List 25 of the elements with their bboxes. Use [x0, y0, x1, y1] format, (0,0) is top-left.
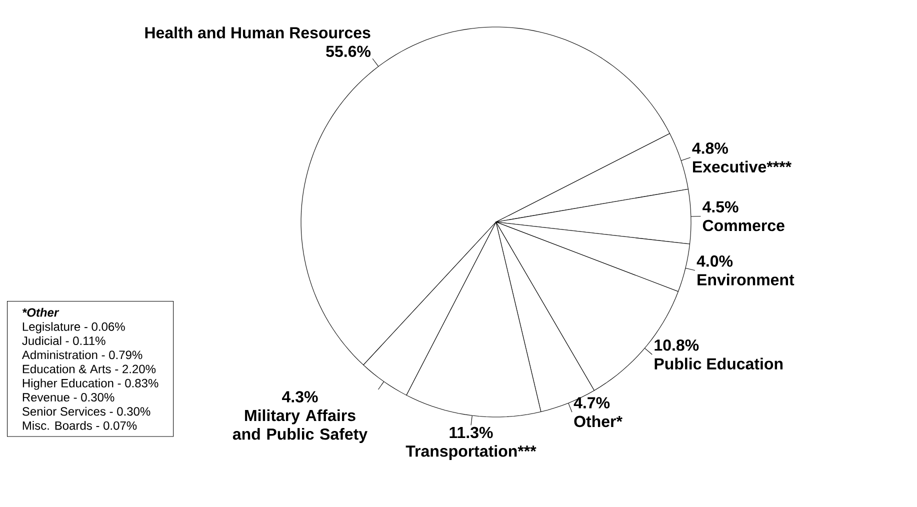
- text: Judicial - 0.11%: [22, 336, 106, 346]
- text: Misc. Boards - 0.07%: [22, 421, 137, 430]
- data-label: 4.8%: [692, 142, 728, 154]
- data-label: 4.3%: [282, 391, 318, 402]
- slice-label: Public Education: [654, 358, 783, 370]
- slice-label: Health and Human Resources: [145, 26, 370, 38]
- slice-label: Transportation***: [406, 445, 536, 460]
- text: Senior Services - 0.30%: [22, 406, 150, 416]
- slice-label: Executive****: [693, 160, 792, 172]
- text: Education & Arts - 2.20%: [22, 364, 156, 374]
- slice-label: Environment: [698, 274, 794, 286]
- slice-label: Military Affairs and Public Safety: [232, 409, 368, 443]
- data-label: 4.0%: [696, 255, 733, 267]
- slice-label: Commerce: [702, 220, 784, 232]
- text: Legislature - 0.06%: [22, 322, 125, 334]
- data-label: 4.5%: [702, 201, 738, 213]
- data-label: 4.7%: [574, 397, 610, 408]
- text: *Other: [22, 308, 60, 317]
- slice-label: Other*: [574, 415, 622, 428]
- data-label: 55.6%: [326, 46, 371, 58]
- text: Revenue - 0.30%: [22, 393, 114, 402]
- text: Administration - 0.79%: [22, 350, 142, 360]
- data-label: 11.3%: [450, 426, 493, 438]
- data-label: 10.8%: [654, 339, 699, 351]
- text: Higher Education - 0.83%: [22, 378, 158, 390]
